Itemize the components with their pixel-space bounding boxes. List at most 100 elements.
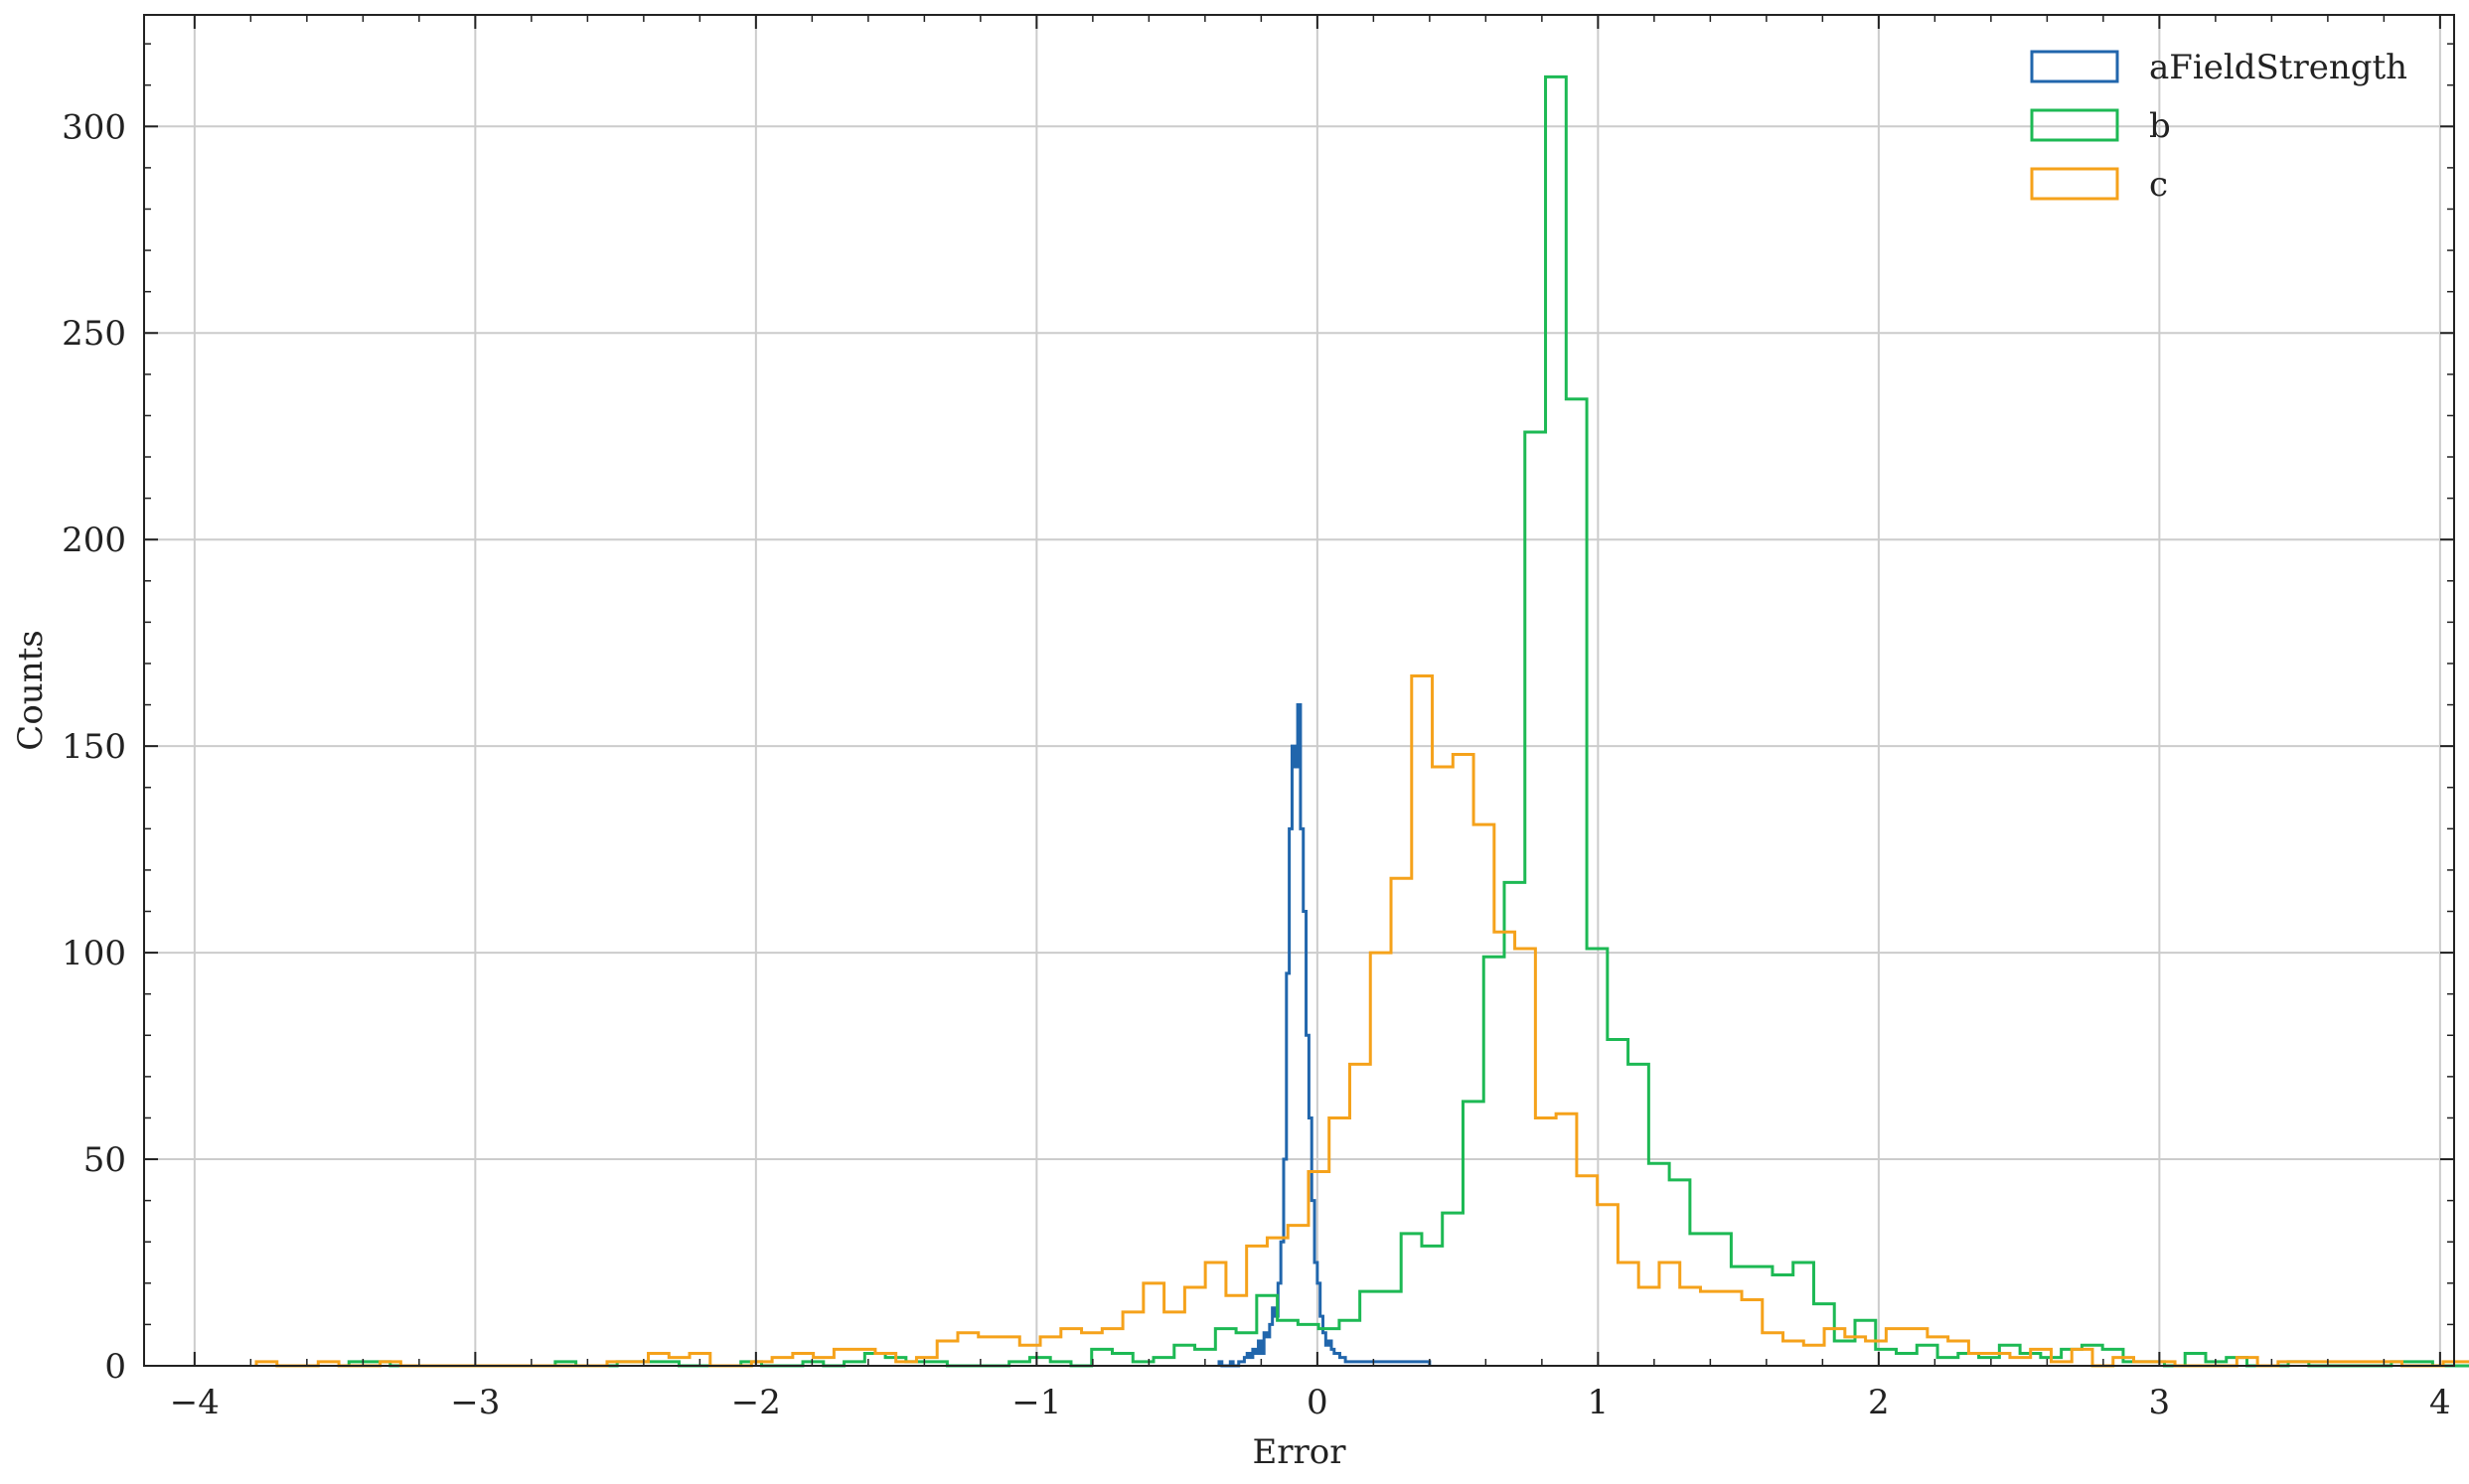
plot-frame xyxy=(143,14,2455,1367)
histogram-bin xyxy=(1092,1349,1113,1366)
x-tick-label: −2 xyxy=(731,1383,781,1422)
histogram-bin xyxy=(1628,1064,1649,1366)
legend-label: c xyxy=(2149,165,2168,205)
ticks xyxy=(144,15,2454,1367)
histogram-bin xyxy=(1504,882,1525,1366)
x-tick-label: −1 xyxy=(1011,1383,1061,1422)
histogram-bin xyxy=(1897,1354,1918,1366)
histogram-bin xyxy=(1721,1291,1742,1366)
x-tick-label: 4 xyxy=(2429,1383,2451,1422)
histogram-bin xyxy=(1598,1205,1619,1366)
histogram-bin xyxy=(1463,1102,1483,1366)
x-tick-label: −3 xyxy=(450,1383,500,1422)
histogram-bin xyxy=(1144,1283,1164,1366)
histogram-bin xyxy=(979,1337,1000,1366)
x-tick-label: −4 xyxy=(170,1383,220,1422)
histogram-bin xyxy=(1535,1117,1556,1366)
histogram-bin xyxy=(1174,1345,1195,1366)
y-tick-label: 100 xyxy=(62,934,126,973)
histogram-bin xyxy=(1763,1333,1783,1366)
histogram-bin xyxy=(1659,1262,1680,1366)
histogram-bin xyxy=(1556,1113,1577,1366)
y-tick-label: 150 xyxy=(62,727,126,767)
legend-swatch xyxy=(2030,50,2119,83)
histogram-bin xyxy=(1803,1345,1824,1366)
histogram-bin xyxy=(1267,1337,1270,1366)
histogram-bin xyxy=(1256,1354,1259,1366)
series-outline xyxy=(347,74,2469,1368)
x-tick-label: 2 xyxy=(1868,1383,1890,1422)
y-axis-label: Counts xyxy=(11,630,51,750)
histogram-bin xyxy=(1855,1320,1876,1366)
series-outline xyxy=(254,673,2469,1368)
x-tick-label: 0 xyxy=(1307,1383,1328,1422)
series-layer xyxy=(254,74,2469,1368)
histogram-bin xyxy=(1577,1176,1598,1366)
histogram-bin xyxy=(1680,1287,1701,1366)
x-tick-label: 3 xyxy=(2149,1383,2171,1422)
series-2 xyxy=(254,673,2469,1368)
histogram-bin xyxy=(2185,1354,2206,1366)
histogram-bin xyxy=(958,1333,979,1366)
histogram-bin xyxy=(1453,754,1473,1366)
histogram-bin xyxy=(1793,1262,1814,1366)
histogram-bin xyxy=(1958,1354,1979,1366)
legend-label: b xyxy=(2149,106,2171,146)
histogram-bin xyxy=(1288,1226,1309,1366)
histogram-bin xyxy=(1401,1234,1422,1366)
histogram-bin xyxy=(1834,1341,1855,1366)
series-1 xyxy=(347,74,2469,1368)
y-tick-label: 300 xyxy=(62,107,126,147)
legend-swatch xyxy=(2030,108,2119,142)
y-tick-label: 250 xyxy=(62,314,126,354)
histogram-bin xyxy=(1278,1320,1299,1366)
histogram-bin xyxy=(1380,1291,1401,1366)
series-0 xyxy=(1217,703,1432,1368)
histogram-bin xyxy=(1184,1287,1205,1366)
histogram-bin xyxy=(1112,1354,1133,1366)
histogram-bin xyxy=(649,1354,670,1366)
histogram-bin xyxy=(1325,1345,1328,1366)
x-tick-label: 1 xyxy=(1588,1383,1610,1422)
histogram-bin xyxy=(1102,1329,1123,1366)
histogram-bin xyxy=(1773,1275,1793,1366)
histogram-bin xyxy=(1515,949,1536,1366)
legend-label: aFieldStrength xyxy=(2149,48,2407,87)
histogram-bin xyxy=(1422,1246,1443,1366)
y-tick-label: 0 xyxy=(104,1347,126,1387)
histogram-bin xyxy=(1690,1234,1711,1366)
histogram-bin xyxy=(1360,1291,1381,1366)
histogram-bin xyxy=(1412,675,1433,1366)
histogram-bin xyxy=(1608,1039,1628,1366)
histogram-bin xyxy=(1433,767,1454,1366)
histogram-bin xyxy=(1638,1287,1659,1366)
grid xyxy=(144,15,2454,1367)
histogram-bin xyxy=(1783,1341,1804,1366)
y-tick-label: 200 xyxy=(62,520,126,560)
legend: aFieldStrength bc xyxy=(2030,48,2407,205)
histogram-bin xyxy=(1443,1213,1464,1366)
tick-labels: −4 −3 −2 −1 0 1 2 3 4 0 50 100 150 200 250 300 xyxy=(62,107,2451,1422)
histogram-bin xyxy=(1546,76,1567,1366)
histogram-bin xyxy=(1711,1234,1732,1366)
y-tick-label: 50 xyxy=(83,1140,126,1180)
histogram-bin xyxy=(1275,1316,1278,1366)
histogram-bin xyxy=(1295,767,1298,1366)
legend-swatch xyxy=(2030,167,2119,201)
histogram-bin xyxy=(1886,1329,1907,1366)
histogram-bin xyxy=(2072,1349,2092,1366)
histogram-bin xyxy=(1298,1324,1318,1366)
series-outline xyxy=(1217,703,1432,1368)
histogram-bin xyxy=(1483,957,1504,1366)
histogram-bin xyxy=(1257,1295,1278,1366)
histogram-bin xyxy=(1566,399,1587,1366)
histogram-bin xyxy=(1742,1299,1763,1366)
histogram-bin xyxy=(1292,746,1295,1366)
histogram-bin xyxy=(1525,432,1546,1366)
histogram-bin xyxy=(1731,1266,1752,1366)
histogram-bin xyxy=(1700,1291,1721,1366)
histogram-bin xyxy=(1618,1262,1638,1366)
histogram-bin xyxy=(1494,932,1515,1366)
x-axis-label: Error xyxy=(1252,1432,1346,1472)
